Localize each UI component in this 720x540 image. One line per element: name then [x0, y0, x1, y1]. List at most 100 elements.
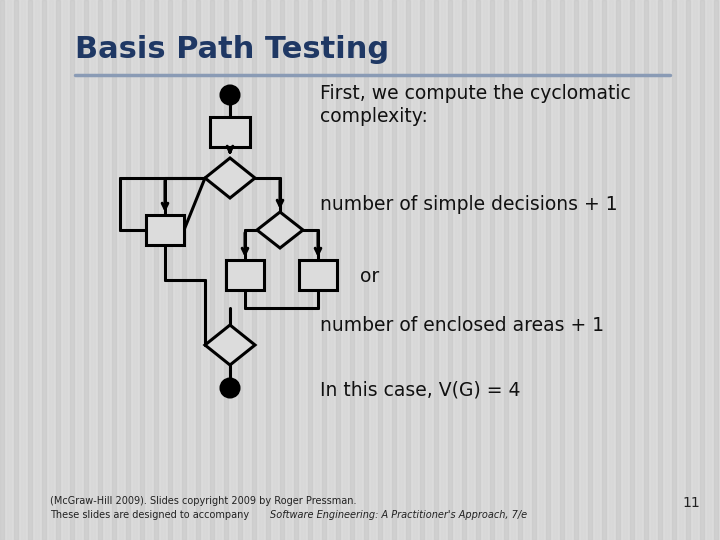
- Bar: [301, 0, 305, 540]
- Bar: [273, 0, 276, 540]
- Bar: [700, 0, 703, 540]
- Bar: [210, 117, 250, 147]
- Bar: [154, 0, 158, 540]
- Bar: [245, 0, 248, 540]
- Bar: [707, 0, 711, 540]
- Bar: [455, 0, 459, 540]
- Bar: [266, 0, 269, 540]
- Bar: [504, 0, 508, 540]
- Bar: [462, 0, 466, 540]
- Circle shape: [221, 379, 239, 397]
- Bar: [28, 0, 32, 540]
- Bar: [259, 0, 263, 540]
- Bar: [378, 0, 382, 540]
- Bar: [686, 0, 690, 540]
- Bar: [672, 0, 675, 540]
- Text: number of simple decisions + 1: number of simple decisions + 1: [320, 195, 618, 214]
- Bar: [63, 0, 66, 540]
- Bar: [105, 0, 109, 540]
- Bar: [252, 0, 256, 540]
- Bar: [427, 0, 431, 540]
- Bar: [609, 0, 613, 540]
- Polygon shape: [205, 158, 255, 198]
- Bar: [315, 0, 318, 540]
- Bar: [196, 0, 199, 540]
- Bar: [287, 0, 290, 540]
- Bar: [497, 0, 500, 540]
- Bar: [651, 0, 654, 540]
- Bar: [679, 0, 683, 540]
- Bar: [35, 0, 38, 540]
- Bar: [7, 0, 11, 540]
- Bar: [224, 0, 228, 540]
- Text: First, we compute the cyclomatic
complexity:: First, we compute the cyclomatic complex…: [320, 84, 631, 126]
- Bar: [0, 0, 4, 540]
- Bar: [693, 0, 696, 540]
- Bar: [490, 0, 493, 540]
- Bar: [532, 0, 536, 540]
- Bar: [98, 0, 102, 540]
- Bar: [217, 0, 220, 540]
- Bar: [567, 0, 570, 540]
- Bar: [385, 0, 389, 540]
- Bar: [623, 0, 626, 540]
- Bar: [146, 215, 184, 245]
- Bar: [168, 0, 171, 540]
- Text: or: or: [360, 267, 379, 286]
- Text: These slides are designed to accompany: These slides are designed to accompany: [50, 510, 252, 520]
- Circle shape: [221, 86, 239, 104]
- Bar: [525, 0, 528, 540]
- Bar: [70, 0, 73, 540]
- Bar: [21, 0, 24, 540]
- Bar: [413, 0, 416, 540]
- Bar: [119, 0, 122, 540]
- Bar: [483, 0, 487, 540]
- Bar: [161, 0, 164, 540]
- Bar: [658, 0, 662, 540]
- Bar: [602, 0, 606, 540]
- Bar: [714, 0, 718, 540]
- Bar: [91, 0, 94, 540]
- Bar: [56, 0, 60, 540]
- Bar: [231, 0, 235, 540]
- Text: 11: 11: [683, 496, 700, 510]
- Bar: [518, 0, 521, 540]
- Bar: [434, 0, 438, 540]
- Bar: [210, 0, 214, 540]
- Text: Software Engineering: A Practitioner's Approach, 7/e: Software Engineering: A Practitioner's A…: [270, 510, 527, 520]
- Bar: [441, 0, 444, 540]
- Bar: [84, 0, 88, 540]
- Polygon shape: [205, 325, 255, 365]
- Bar: [371, 0, 374, 540]
- Bar: [322, 0, 325, 540]
- Bar: [448, 0, 451, 540]
- Bar: [49, 0, 53, 540]
- Bar: [133, 0, 137, 540]
- Bar: [539, 0, 542, 540]
- Bar: [588, 0, 592, 540]
- Bar: [637, 0, 641, 540]
- Bar: [406, 0, 410, 540]
- Bar: [553, 0, 557, 540]
- Bar: [42, 0, 45, 540]
- Text: (McGraw-Hill 2009). Slides copyright 2009 by Roger Pressman.: (McGraw-Hill 2009). Slides copyright 200…: [50, 496, 356, 506]
- Bar: [175, 0, 179, 540]
- Bar: [203, 0, 207, 540]
- Bar: [189, 0, 192, 540]
- Bar: [595, 0, 598, 540]
- Bar: [226, 260, 264, 290]
- Bar: [511, 0, 515, 540]
- Bar: [147, 0, 150, 540]
- Text: number of enclosed areas + 1: number of enclosed areas + 1: [320, 316, 605, 335]
- Bar: [336, 0, 340, 540]
- Bar: [630, 0, 634, 540]
- Bar: [126, 0, 130, 540]
- Bar: [350, 0, 354, 540]
- Bar: [581, 0, 585, 540]
- Bar: [546, 0, 549, 540]
- Text: In this case, V(G) = 4: In this case, V(G) = 4: [320, 381, 521, 400]
- Bar: [182, 0, 186, 540]
- Bar: [399, 0, 402, 540]
- Bar: [392, 0, 395, 540]
- Bar: [77, 0, 81, 540]
